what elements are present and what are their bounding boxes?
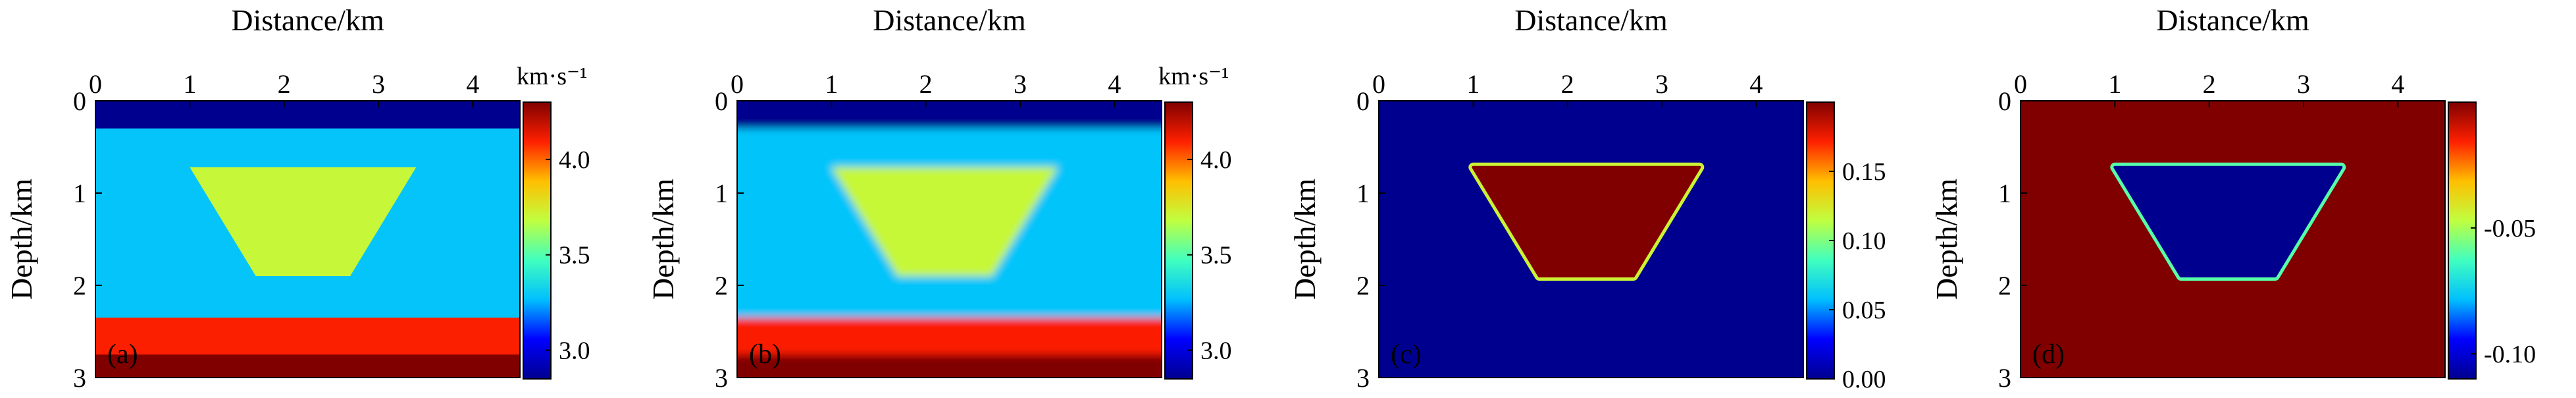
panel-d: 0 1 2 3 4 0 1 2 3 Distance/km Depth/km (d) -0.10 -0.0… [1930,3,2536,393]
anomaly-body [1472,165,1701,277]
x-tick-label: 0 [2014,69,2027,99]
colorbar-tick-label: 3.0 [1200,337,1232,365]
y-tick-label: 2 [1356,271,1370,300]
x-axis-title: Distance/km [2156,3,2309,37]
panel-b: 0 1 2 3 4 0 1 2 3 Distance/km Depth/km (b) 3.0 3.5 4.0… [646,3,1232,393]
x-tick-label: 1 [825,69,838,99]
axes-frame [1378,100,1804,378]
colorbar-tick-label: 3.5 [559,242,590,270]
x-tick-label: 4 [466,69,479,99]
colorbar-tick-label: 0.05 [1842,297,1886,324]
y-tick-label: 1 [715,179,728,208]
y-tick-label: 0 [1998,86,2011,116]
panel-label: (b) [749,339,781,370]
x-tick-label: 1 [1466,69,1480,99]
velocity-field [1379,101,1803,378]
axes-frame [2020,100,2446,378]
x-tick-label: 3 [1014,69,1027,99]
colorbar-tick-label: 4.0 [1200,146,1232,174]
colorbar-tick-label: 0.15 [1842,158,1886,186]
colorbar-tick-label: -0.05 [2484,215,2536,242]
y-tick-label: 1 [1998,179,2011,208]
colorbar [2448,101,2477,380]
y-tick-label: 1 [1356,179,1370,208]
y-tick-label: 0 [1356,86,1370,116]
colorbar-tick-label: 0.10 [1842,227,1886,255]
y-tick-label: 3 [1998,363,2011,393]
colorbar-units: km·s⁻¹ [517,63,587,90]
x-tick-label: 0 [1372,69,1385,99]
panel-label: (a) [107,339,138,370]
y-tick-label: 1 [73,179,86,208]
panel-a: 0 1 2 3 4 0 1 2 3 Distance/km Depth/km (a) 3.0 3.5 4.0… [5,3,590,393]
x-tick-label: 2 [919,69,933,99]
x-tick-label: 2 [2203,69,2216,99]
y-tick-label: 3 [1356,363,1370,393]
y-tick-label: 2 [73,271,86,300]
x-tick-label: 3 [2297,69,2310,99]
x-axis-title: Distance/km [1514,3,1668,37]
x-tick-label: 2 [1561,69,1574,99]
x-tick-label: 4 [2391,69,2404,99]
x-tick-label: 4 [1749,69,1763,99]
axes-frame [736,100,1162,378]
colorbar [1164,101,1193,380]
anomaly-body [831,167,1058,276]
panel-label: (c) [1391,339,1422,370]
x-axis-title: Distance/km [873,3,1026,37]
x-tick-label: 2 [278,69,291,99]
layer-1 [95,101,520,128]
colorbar-units: km·s⁻¹ [1158,63,1229,90]
x-tick-label: 3 [372,69,385,99]
layer-3 [737,318,1162,355]
colorbar-tick-label: 0.00 [1842,366,1886,393]
y-tick-label: 3 [73,363,86,393]
y-axis-title: Depth/km [1288,179,1322,300]
x-tick-label: 4 [1108,69,1121,99]
x-axis-title: Distance/km [231,3,384,37]
y-tick-label: 0 [73,86,86,116]
y-tick-label: 2 [1998,271,2011,300]
colorbar-tick-label: 3.5 [1200,242,1232,270]
panel-c: 0 1 2 3 4 0 1 2 3 Distance/km Depth/km (c) 0.00 0.05 0… [1288,3,1886,393]
anomaly-body [190,167,417,276]
velocity-field [2021,101,2445,378]
y-tick-label: 3 [715,363,728,393]
x-tick-label: 0 [89,69,102,99]
panel-label: (d) [2032,339,2065,370]
layer-3 [95,318,520,355]
colorbar-tick-label: 4.0 [559,146,590,174]
y-tick-label: 2 [715,271,728,300]
y-axis-title: Depth/km [646,179,680,300]
velocity-field [95,101,520,378]
velocity-field [737,101,1162,378]
x-tick-label: 0 [731,69,744,99]
colorbar-tick-label: 3.0 [559,337,590,365]
colorbar [523,101,552,380]
y-axis-title: Depth/km [5,179,38,300]
y-axis-title: Depth/km [1930,179,1963,300]
anomaly-body [2113,165,2343,277]
colorbar-tick-label: -0.10 [2484,341,2536,368]
axes-frame [95,100,521,378]
x-tick-label: 3 [1655,69,1668,99]
layer-4 [95,355,520,378]
x-tick-label: 1 [183,69,196,99]
x-tick-label: 1 [2108,69,2121,99]
y-tick-label: 0 [715,86,728,116]
layer-1 [737,101,1162,128]
layer-4 [737,355,1162,378]
